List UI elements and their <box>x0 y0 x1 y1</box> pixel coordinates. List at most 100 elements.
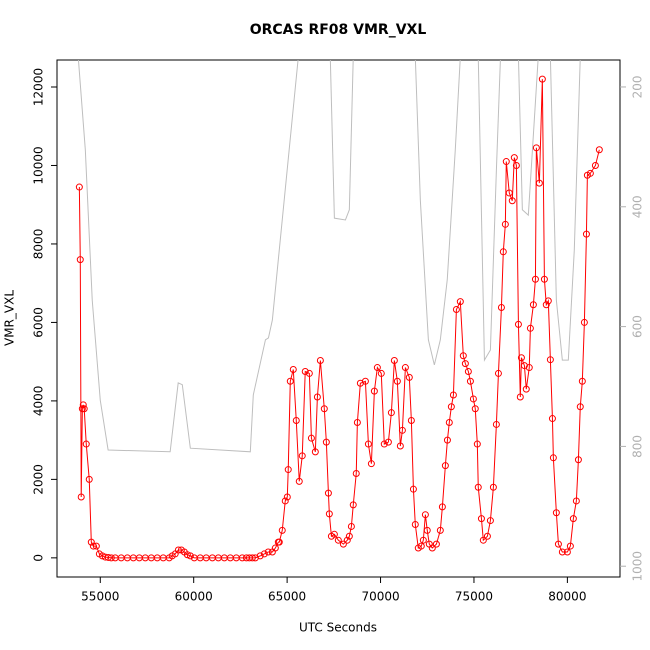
y2-tick-label: 400 <box>631 195 645 218</box>
data-point <box>540 275 548 283</box>
data-point <box>538 75 546 83</box>
data-point <box>438 503 446 511</box>
data-point <box>477 515 485 523</box>
x-tick-label: 60000 <box>175 590 213 604</box>
data-point <box>347 522 355 530</box>
data-point <box>432 540 440 548</box>
data-point <box>447 403 455 411</box>
data-point <box>421 511 429 519</box>
data-point <box>367 460 375 468</box>
data-point <box>104 553 112 561</box>
data-point <box>452 305 460 313</box>
data-point <box>563 548 571 556</box>
data-point <box>278 526 286 534</box>
data-point <box>443 436 451 444</box>
data-point <box>373 364 381 372</box>
data-point <box>535 179 543 187</box>
data-point <box>89 542 97 550</box>
data-point <box>284 466 292 474</box>
data-point <box>330 530 338 538</box>
data-point <box>492 420 500 428</box>
data-point <box>76 256 84 264</box>
data-point <box>494 369 502 377</box>
data-point <box>256 552 264 560</box>
data-point <box>322 438 330 446</box>
data-point <box>512 161 520 169</box>
data-point <box>546 356 554 364</box>
data-point <box>419 536 427 544</box>
data-point <box>514 320 522 328</box>
data-point <box>401 364 409 372</box>
data-point <box>549 454 557 462</box>
data-point <box>264 548 272 556</box>
data-point <box>428 544 436 552</box>
data-point <box>339 540 347 548</box>
data-point <box>248 554 256 562</box>
data-point <box>92 542 100 550</box>
data-point <box>595 146 603 154</box>
data-point <box>390 356 398 364</box>
data-point <box>345 532 353 540</box>
data-point <box>85 475 93 483</box>
y2-tick-label: 600 <box>631 315 645 338</box>
data-point <box>531 275 539 283</box>
y-tick-label: 2000 <box>32 464 46 495</box>
data-point <box>517 354 525 362</box>
data-point <box>516 393 524 401</box>
data-point <box>260 550 268 558</box>
data-point <box>352 469 360 477</box>
x-tick-label: 55000 <box>81 590 119 604</box>
data-point <box>80 405 88 413</box>
data-point <box>569 515 577 523</box>
data-point <box>499 248 507 256</box>
x-axis-label: UTC Seconds <box>299 621 377 635</box>
data-point <box>343 536 351 544</box>
y2-tick-label: 200 <box>631 76 645 99</box>
data-point <box>183 551 191 559</box>
data-point <box>483 532 491 540</box>
data-point <box>582 230 590 238</box>
data-point <box>292 417 300 425</box>
data-point <box>387 409 395 417</box>
data-point <box>552 509 560 517</box>
data-point <box>174 546 182 554</box>
data-point <box>281 497 289 505</box>
data-point <box>558 548 566 556</box>
y-tick-label: 10000 <box>32 146 46 184</box>
data-point <box>275 538 283 546</box>
data-point <box>526 324 534 332</box>
y-tick-label: 8000 <box>32 229 46 260</box>
y-tick-label: 0 <box>32 554 46 562</box>
data-point <box>393 377 401 385</box>
data-point <box>469 395 477 403</box>
data-point <box>377 369 385 377</box>
data-point <box>464 367 472 375</box>
data-point <box>436 526 444 534</box>
data-point <box>396 442 404 450</box>
x-tick-label: 80000 <box>548 590 586 604</box>
data-point <box>307 434 315 442</box>
data-point <box>459 352 467 360</box>
data-point <box>289 366 297 374</box>
data-point <box>505 189 513 197</box>
data-point <box>313 393 321 401</box>
x-tick-label: 65000 <box>268 590 306 604</box>
data-point <box>320 405 328 413</box>
data-point <box>364 440 372 448</box>
data-point <box>417 542 425 550</box>
data-point <box>497 304 505 312</box>
data-point <box>77 493 85 501</box>
data-point <box>423 526 431 534</box>
data-point <box>286 377 294 385</box>
data-line <box>77 60 581 453</box>
data-point <box>186 552 194 560</box>
data-point <box>489 483 497 491</box>
data-point <box>283 493 291 501</box>
data-point <box>361 377 369 385</box>
data-point <box>75 183 83 191</box>
data-point <box>87 538 95 546</box>
data-point <box>107 554 115 562</box>
data-point <box>548 415 556 423</box>
data-point <box>578 377 586 385</box>
y-tick-label: 6000 <box>32 307 46 338</box>
